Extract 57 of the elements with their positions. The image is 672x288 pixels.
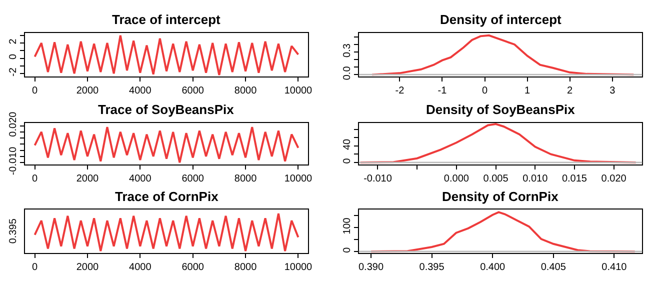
x-tick-label: 1 <box>524 86 531 97</box>
x-tick-label: 0 <box>32 173 38 184</box>
text: 0.395 <box>8 218 20 244</box>
x-tick-label: 2000 <box>76 262 100 273</box>
x-tick-label: 6000 <box>182 262 204 273</box>
line-series <box>359 122 637 164</box>
x-tick-label: 8000 <box>234 262 258 273</box>
y-tick-label: 0.0 <box>342 66 353 80</box>
x-tick-label: 0.020 <box>601 173 627 184</box>
x-tick-label: 10000 <box>284 173 313 184</box>
x-tick-label: 2000 <box>76 173 100 184</box>
x-tick-label: 0 <box>32 86 38 97</box>
x-tick-label: 0.010 <box>522 173 548 184</box>
x-tick-label: 0 <box>32 262 38 273</box>
x-tick-label: 10000 <box>284 262 313 273</box>
x-tick-label: 8000 <box>234 86 258 97</box>
x-tick-label: 4000 <box>129 86 152 97</box>
x-tick-label: 8000 <box>234 173 258 184</box>
x-tick-label: -0.010 <box>364 173 392 184</box>
x-tick-label: -1 <box>438 86 448 97</box>
x-tick-label: 2000 <box>76 86 100 97</box>
line-series <box>370 211 636 253</box>
x-tick-label: -2 <box>395 86 405 97</box>
y-tick-label: 100 <box>342 217 353 234</box>
chart-title: Density of SoyBeansPix <box>426 102 576 117</box>
x-tick-label: 0.395 <box>419 262 445 273</box>
y-tick-label: 0 <box>8 54 19 60</box>
chart-title: Trace of CornPix <box>115 189 220 204</box>
y-tick-label: 0 <box>342 158 353 164</box>
chart-title: Density of CornPix <box>442 189 560 204</box>
x-tick-label: 6000 <box>182 173 204 184</box>
x-tick-label: 0.410 <box>602 262 628 273</box>
y-tick-label: -2 <box>8 67 19 76</box>
x-tick-label: 0.400 <box>480 262 506 273</box>
y-tick-label: 40 <box>342 138 353 150</box>
x-tick-label: 2 <box>567 86 574 97</box>
chart-title: Trace of intercept <box>112 12 222 27</box>
x-tick-label: 0.005 <box>483 173 509 184</box>
line-series <box>34 126 300 164</box>
x-tick-label: 0.390 <box>358 262 384 273</box>
y-tick-label: 0.020 <box>8 111 19 137</box>
x-tick-label: 0.000 <box>444 173 470 184</box>
x-tick-label: 0.405 <box>540 262 566 273</box>
chart-title: Trace of SoyBeansPix <box>98 102 235 117</box>
x-tick-label: 4000 <box>129 262 152 273</box>
x-tick-label: 3 <box>610 86 616 97</box>
chart-title: Density of intercept <box>440 12 562 27</box>
line-series <box>371 34 635 76</box>
line-series <box>34 34 300 76</box>
x-tick-label: 10000 <box>284 86 313 97</box>
y-tick-label: 2 <box>8 38 19 44</box>
x-tick-label: 6000 <box>182 86 204 97</box>
y-tick-label: 0 <box>342 246 353 253</box>
x-tick-label: 0 <box>482 86 488 97</box>
x-tick-label: 4000 <box>129 173 152 184</box>
x-tick-label: 0.015 <box>562 173 588 184</box>
y-tick-label: 0.3 <box>342 43 353 58</box>
